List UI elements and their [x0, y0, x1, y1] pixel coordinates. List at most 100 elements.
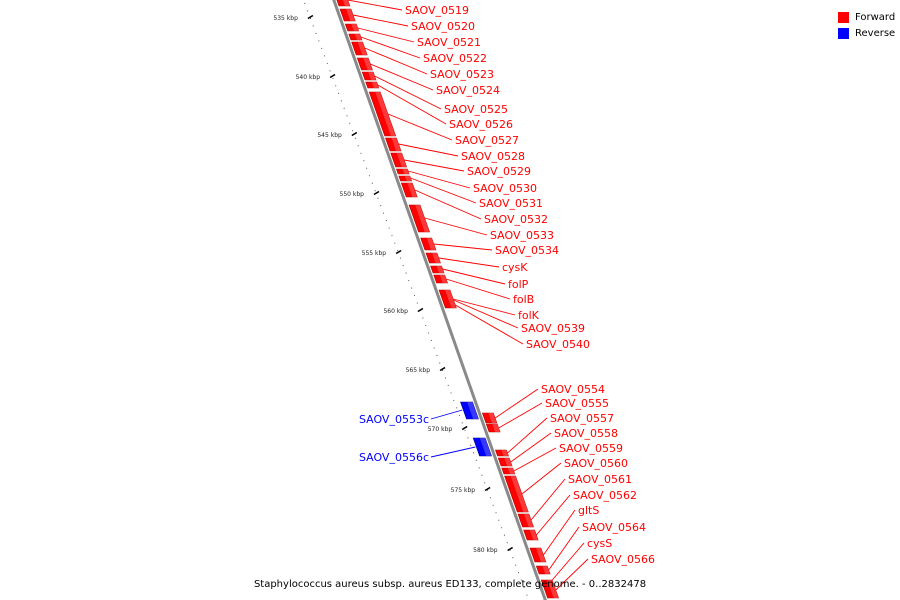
- forward-leader-line: [353, 14, 409, 27]
- forward-leader-line: [438, 257, 500, 268]
- gene-block-shading: [407, 183, 418, 197]
- forward-leader-line: [442, 268, 506, 285]
- forward-leader-line: [357, 27, 415, 43]
- forward-gene-block: [365, 81, 380, 89]
- forward-gene-label: SAOV_0533: [490, 229, 554, 242]
- forward-gene-block: [368, 91, 397, 137]
- ruler-tick: [329, 73, 336, 79]
- forward-gene-label: SAOV_0554: [541, 383, 605, 396]
- gene-block-shading: [357, 42, 368, 55]
- forward-leader-line: [387, 113, 453, 141]
- forward-swatch: [838, 11, 849, 23]
- gene-block-shading: [351, 24, 359, 31]
- gene-features: [336, 0, 560, 599]
- forward-gene-label: SAOV_0555: [545, 397, 609, 410]
- forward-gene-block: [420, 237, 437, 251]
- ruler-tick: [351, 131, 358, 137]
- forward-gene-block: [540, 579, 560, 599]
- forward-gene-label: folP: [508, 278, 529, 291]
- gene-block-shading: [542, 566, 551, 574]
- legend-forward: Forward: [838, 9, 895, 25]
- forward-leader-line: [555, 558, 589, 591]
- forward-gene-label: SAOV_0562: [573, 489, 637, 502]
- forward-gene-block: [344, 23, 360, 32]
- forward-gene-label: SAOV_0525: [444, 103, 508, 116]
- forward-leader-line: [398, 143, 459, 157]
- ruler-tick: [461, 425, 468, 431]
- forward-gene-label: SAOV_0526: [449, 118, 513, 131]
- reverse-swatch: [838, 27, 849, 39]
- forward-leader-line: [407, 170, 471, 189]
- forward-gene-label: SAOV_0566: [591, 553, 655, 566]
- gene-block-shading: [375, 92, 396, 136]
- forward-gene-label: SAOV_0528: [461, 150, 525, 163]
- gene-block-shading: [415, 205, 430, 232]
- ruler-tick: [307, 14, 314, 20]
- forward-gene-label: SAOV_0532: [484, 213, 548, 226]
- forward-gene-block: [408, 204, 431, 233]
- forward-leader-line: [494, 388, 539, 419]
- forward-gene-block: [523, 529, 539, 541]
- gene-labels: SAOV_0519 SAOV_0520 SAOV_0521 SAOV_0522 SAOV…: [347, 0, 655, 591]
- forward-gene-label: cysK: [502, 261, 528, 274]
- forward-leader-line: [530, 478, 566, 521]
- forward-gene-block: [438, 289, 457, 309]
- forward-gene-block: [529, 547, 547, 563]
- forward-gene-label: SAOV_0524: [436, 84, 500, 97]
- forward-leader-line: [498, 402, 543, 429]
- forward-leader-line: [374, 75, 442, 110]
- ruler-tick-label: 545 kbp: [317, 132, 342, 139]
- ruler-tick-label: 565 kbp: [406, 367, 431, 374]
- forward-leader-line: [521, 462, 562, 495]
- forward-leader-line: [424, 217, 488, 236]
- gene-block-shading: [492, 424, 501, 432]
- genome-backbone: [332, 0, 547, 600]
- forward-gene-block: [348, 33, 363, 41]
- gene-block-shading: [510, 476, 529, 512]
- forward-gene-block: [504, 475, 529, 513]
- scale-ruler: 535 kbp 540 kbp 545 kbp 550 kbp 555 kbp 560 k…: [273, 0, 530, 600]
- forward-gene-block: [400, 182, 418, 198]
- gene-block-shading: [432, 253, 441, 263]
- forward-gene-block: [535, 565, 551, 575]
- forward-gene-label: SAOV_0539: [521, 322, 585, 335]
- legend-forward-label: Forward: [855, 11, 896, 23]
- gene-block-shading: [524, 514, 534, 527]
- gene-block-shading: [404, 176, 412, 181]
- forward-gene-label: SAOV_0522: [423, 52, 487, 65]
- gene-block-shading: [439, 275, 448, 283]
- forward-gene-label: SAOV_0531: [479, 197, 543, 210]
- forward-gene-block: [495, 449, 509, 457]
- ruler-tick: [373, 190, 380, 196]
- gene-block-shading: [547, 580, 559, 598]
- forward-leader-line: [364, 47, 428, 75]
- forward-gene-block: [361, 71, 377, 81]
- forward-gene-block: [351, 41, 368, 56]
- legend-reverse-label: Reverse: [855, 27, 896, 39]
- gene-block-shading: [363, 58, 373, 70]
- ruler-tick-label: 535 kbp: [273, 15, 298, 22]
- ruler-tick: [507, 546, 514, 552]
- forward-gene-block: [390, 152, 408, 168]
- forward-gene-label: cysS: [587, 537, 612, 550]
- ruler-tick: [395, 249, 402, 255]
- gene-block-shading: [368, 72, 377, 80]
- reverse-gene-block: [460, 401, 479, 420]
- forward-leader-line: [551, 542, 585, 581]
- ruler-tick-label: 560 kbp: [383, 308, 408, 315]
- forward-gene-block: [356, 57, 373, 71]
- forward-gene-label: SAOV_0519: [405, 4, 469, 17]
- forward-leader-line: [410, 177, 477, 204]
- ruler-tick-label: 575 kbp: [451, 487, 476, 494]
- gene-block-shading: [445, 290, 457, 308]
- forward-leader-line: [548, 526, 580, 571]
- forward-gene-label: SAOV_0561: [568, 473, 632, 486]
- forward-leader-line: [513, 447, 557, 472]
- forward-leader-line: [433, 243, 493, 251]
- reverse-leader-line: [430, 446, 476, 458]
- forward-gene-block: [395, 168, 410, 175]
- gene-block-shading: [346, 9, 356, 21]
- gene-block-shading: [479, 438, 492, 456]
- gene-block-shading: [436, 266, 445, 273]
